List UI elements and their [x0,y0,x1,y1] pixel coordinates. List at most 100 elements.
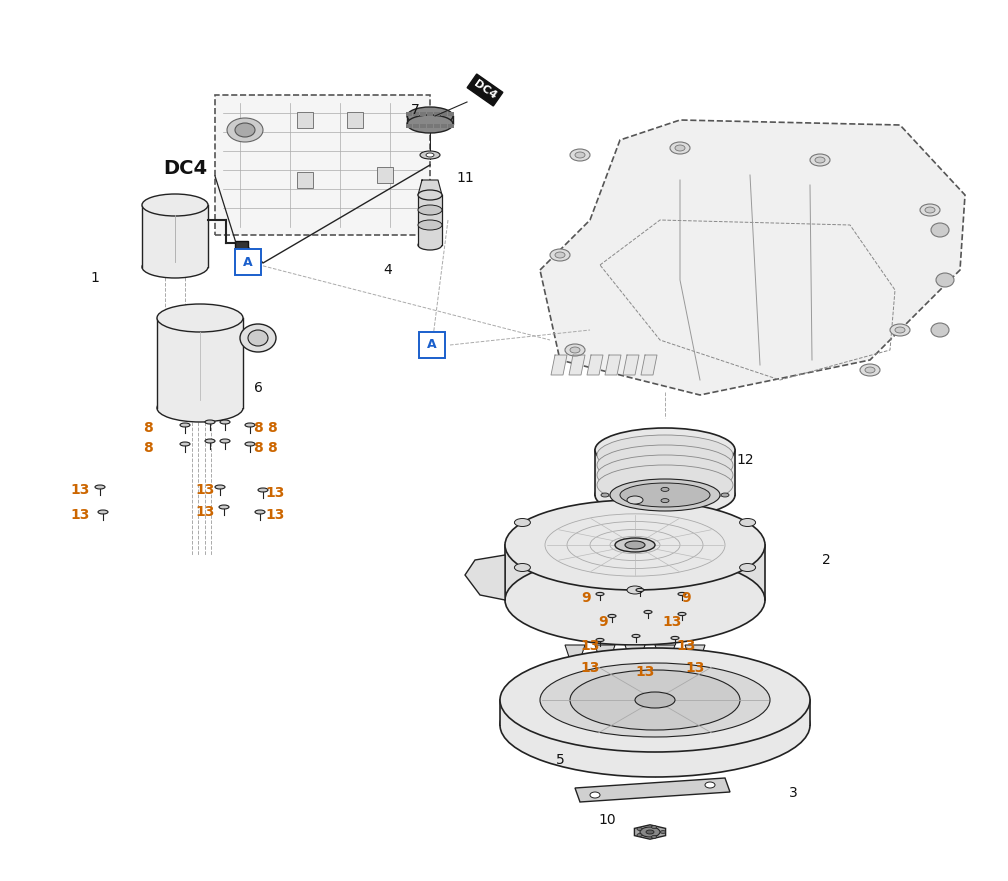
Text: 13: 13 [71,508,90,522]
Text: 12: 12 [736,453,754,467]
Ellipse shape [615,538,655,552]
Ellipse shape [721,493,729,497]
Polygon shape [413,112,419,116]
Text: 1: 1 [91,271,100,285]
Ellipse shape [180,442,190,446]
Ellipse shape [936,273,954,287]
Ellipse shape [597,445,733,485]
Text: 8: 8 [267,421,277,435]
Ellipse shape [227,118,263,142]
Ellipse shape [632,634,640,638]
Text: 7: 7 [410,103,419,117]
Ellipse shape [740,564,756,572]
Ellipse shape [627,496,643,504]
Polygon shape [157,318,243,408]
Polygon shape [595,645,615,660]
Polygon shape [565,645,585,660]
Ellipse shape [418,190,442,200]
Polygon shape [448,124,454,128]
Ellipse shape [418,220,442,230]
FancyBboxPatch shape [235,249,261,275]
Text: 8: 8 [143,441,153,455]
Ellipse shape [810,154,830,166]
Ellipse shape [610,479,720,511]
Ellipse shape [670,142,690,154]
Text: DC4: DC4 [163,159,207,177]
Polygon shape [505,545,765,600]
Ellipse shape [678,592,686,596]
Polygon shape [413,124,419,128]
Polygon shape [448,112,454,116]
Polygon shape [625,645,645,660]
Ellipse shape [679,655,687,657]
Ellipse shape [651,825,656,828]
Ellipse shape [420,151,440,159]
Text: 11: 11 [457,171,474,185]
Ellipse shape [157,304,243,332]
Text: 5: 5 [555,753,564,767]
Text: 13: 13 [662,615,681,629]
Ellipse shape [644,611,652,613]
Ellipse shape [625,541,645,549]
Text: 4: 4 [384,263,392,277]
Polygon shape [420,112,426,116]
Polygon shape [569,355,585,375]
Ellipse shape [661,487,669,492]
Ellipse shape [597,435,733,475]
Ellipse shape [98,510,108,514]
Ellipse shape [220,439,230,443]
Text: 8: 8 [253,441,263,455]
Text: 2: 2 [822,553,831,567]
Text: 13: 13 [581,639,600,653]
Text: 13: 13 [71,483,90,497]
Polygon shape [500,700,810,725]
Ellipse shape [601,493,609,497]
Ellipse shape [570,670,740,730]
Ellipse shape [570,347,580,353]
Ellipse shape [815,157,825,163]
Text: 6: 6 [254,381,262,395]
Polygon shape [551,355,566,375]
Ellipse shape [925,207,935,213]
Ellipse shape [597,455,733,495]
Ellipse shape [180,423,190,427]
Ellipse shape [590,792,600,798]
Ellipse shape [595,428,735,472]
Bar [377,167,393,183]
Ellipse shape [920,204,940,216]
Ellipse shape [514,564,530,572]
Text: 10: 10 [598,813,616,827]
Ellipse shape [705,782,715,788]
Ellipse shape [248,330,268,346]
Text: DC4: DC4 [472,78,498,101]
Ellipse shape [860,364,880,376]
Ellipse shape [418,240,442,250]
Ellipse shape [675,145,685,151]
Text: 9: 9 [582,591,591,605]
Polygon shape [575,778,730,802]
Bar [235,241,248,253]
Polygon shape [655,645,675,660]
Polygon shape [427,124,433,128]
Ellipse shape [215,485,225,489]
Bar [215,95,430,235]
Polygon shape [406,124,412,128]
Ellipse shape [240,324,276,352]
Ellipse shape [740,519,756,527]
Ellipse shape [565,344,585,356]
Polygon shape [641,355,657,375]
Ellipse shape [865,367,875,373]
Ellipse shape [418,205,442,215]
Polygon shape [434,124,440,128]
Ellipse shape [570,149,590,161]
Ellipse shape [500,673,810,777]
Ellipse shape [890,324,910,336]
Polygon shape [434,112,440,116]
Ellipse shape [604,658,612,662]
Ellipse shape [205,439,215,443]
Text: 13: 13 [265,508,284,522]
Ellipse shape [660,831,665,833]
Ellipse shape [514,519,530,527]
Text: 13: 13 [685,661,705,675]
Ellipse shape [426,153,434,157]
